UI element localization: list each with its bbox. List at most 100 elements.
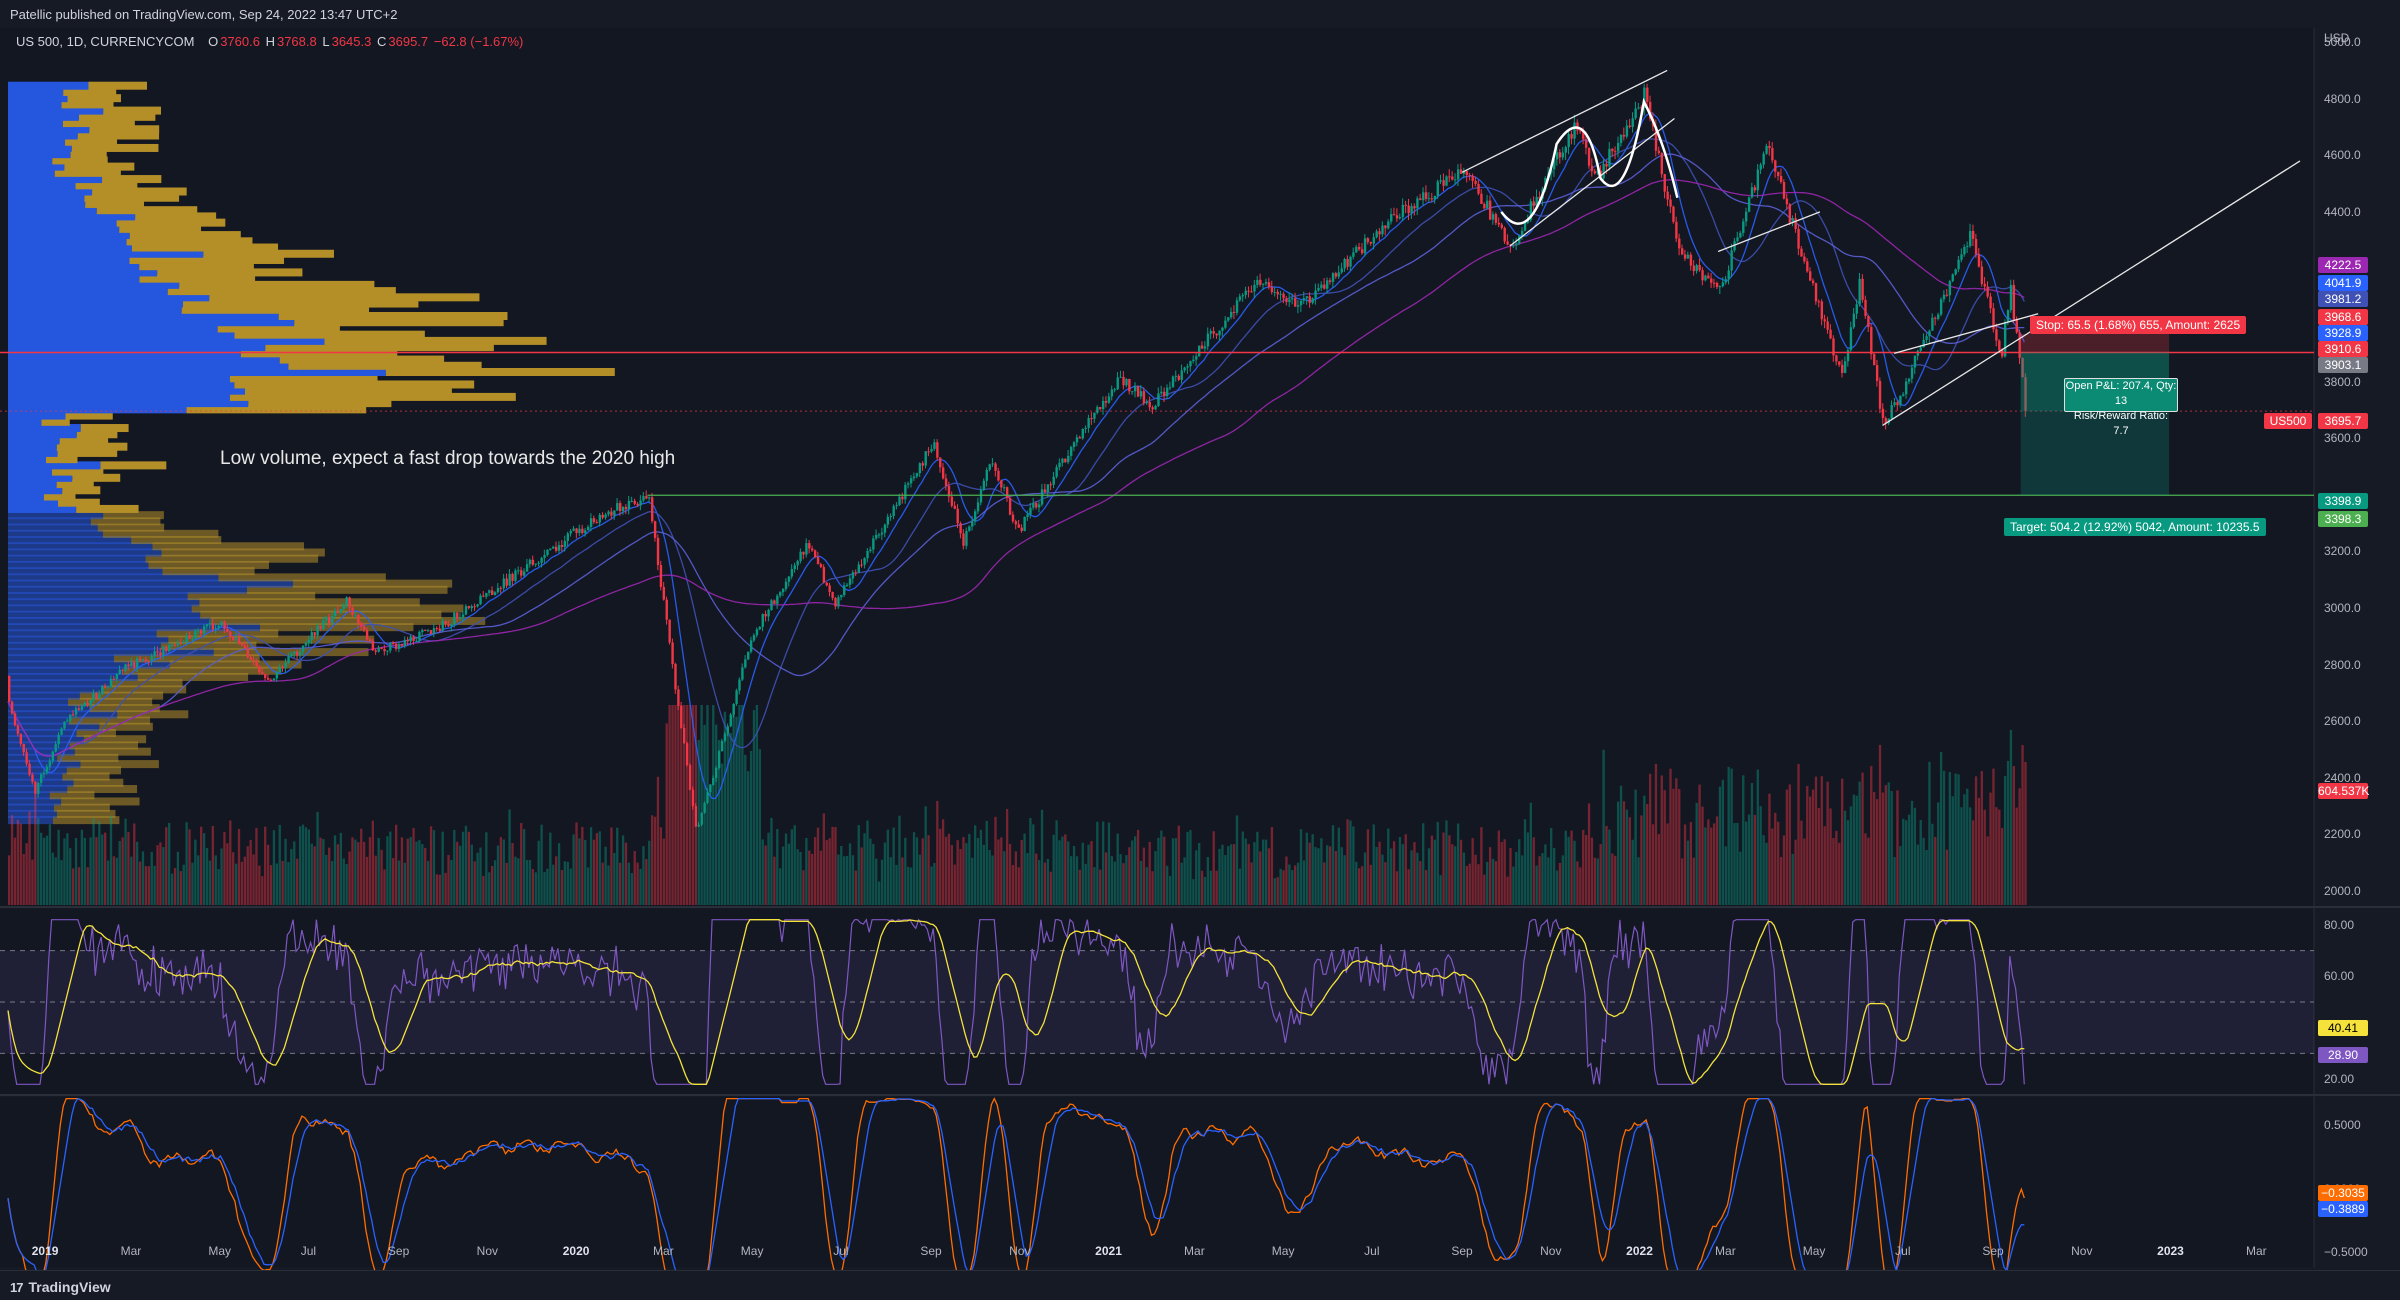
volume-bar: [1957, 774, 1960, 905]
candle-body: [1203, 346, 1207, 349]
candle-body: [604, 514, 607, 518]
volume-profile-bar-up: [8, 87, 64, 96]
volume-profile-bar-up: [8, 255, 130, 264]
volume-bar: [662, 838, 665, 905]
candle-body: [240, 643, 244, 646]
volume-bar: [528, 859, 532, 905]
volume-profile-bar-up: [8, 648, 214, 657]
volume-profile-bar-down: [56, 442, 128, 451]
candle-body: [1471, 175, 1474, 181]
candle-body: [1363, 238, 1367, 254]
candle-body: [2001, 350, 2004, 357]
volume-bar: [1756, 769, 1759, 905]
volume-profile-bar-down: [218, 573, 386, 582]
volume-profile-bar-up: [8, 641, 161, 650]
candle-body: [802, 551, 805, 555]
volume-bar: [944, 836, 948, 905]
volume-bar: [1983, 809, 1986, 905]
volume-bar: [168, 822, 171, 905]
high-value: 3768.8: [276, 34, 317, 49]
price-tick-label: 2800.0: [2324, 657, 2361, 672]
symbol-name[interactable]: US 500, 1D, CURRENCYCOM: [16, 34, 195, 49]
candle-body: [1250, 291, 1253, 293]
candle-body: [1058, 462, 1061, 468]
volume-bar: [1494, 861, 1498, 905]
candle-body: [1099, 407, 1102, 410]
volume-profile-bar-down: [199, 598, 420, 607]
bear-flag-line: [1717, 211, 1821, 253]
candle-body: [601, 514, 604, 518]
volume-profile-bar-down: [210, 616, 486, 625]
volume-bar: [1800, 820, 1803, 905]
low-label: L: [322, 34, 330, 49]
candle-body: [1928, 330, 1931, 337]
candle-body: [1468, 175, 1471, 177]
volume-bar: [31, 859, 34, 905]
volume-profile-bar-down: [116, 218, 226, 227]
time-axis-label: Jul: [1364, 1244, 1380, 1258]
volume-bar: [1890, 790, 1893, 905]
candle-body: [406, 639, 410, 642]
candle-body: [1934, 317, 1937, 319]
stop-zone: [2020, 333, 2170, 353]
volume-bar: [1052, 834, 1055, 905]
volume-profile-bar-up: [8, 287, 168, 296]
volume-profile-bar-down: [181, 305, 369, 314]
volume-note[interactable]: Low volume, expect a fast drop towards t…: [220, 448, 676, 469]
volume-bar: [1419, 861, 1422, 905]
volume-bar: [1937, 802, 1940, 905]
volume-bar: [261, 876, 264, 905]
volume-bar: [1506, 876, 1509, 905]
candle-body: [1715, 282, 1719, 288]
brand[interactable]: 17 TradingView: [10, 1279, 111, 1295]
volume-bar: [1101, 821, 1105, 905]
volume-bar: [441, 831, 444, 905]
candle-body: [1590, 165, 1594, 172]
candle-body: [1488, 200, 1492, 220]
volume-bar: [1346, 819, 1349, 905]
target-label[interactable]: Target: 504.2 (12.92%) 5042, Amount: 102…: [2004, 518, 2266, 536]
candle-body: [659, 565, 663, 587]
volume-bar: [589, 827, 593, 905]
stop-label[interactable]: Stop: 65.5 (1.68%) 655, Amount: 2625: [2030, 316, 2247, 334]
volume-bar: [962, 837, 965, 905]
candle-body: [1582, 131, 1585, 140]
volume-profile-bar-up: [8, 592, 188, 601]
volume-profile-bar-down: [79, 691, 164, 700]
volume-bar: [1317, 848, 1320, 905]
candle-body: [1721, 282, 1725, 287]
volume-bar: [1526, 832, 1530, 905]
volume-bar: [1797, 764, 1800, 905]
candle-body: [92, 693, 95, 701]
time-axis-label: May: [1802, 1244, 1826, 1258]
open-pnl-box[interactable]: Open P&L: 207.4, Qty: 13 Risk/Reward Rat…: [2064, 378, 2178, 437]
candle-body: [936, 442, 939, 458]
candle-body: [28, 763, 31, 775]
volume-profile-bar-down: [56, 809, 116, 818]
volume-bar: [1739, 851, 1742, 905]
candle-body: [365, 630, 369, 640]
volume-profile-bar-down: [56, 480, 94, 489]
candle-body: [1308, 296, 1311, 303]
volume-bar: [688, 705, 692, 905]
candle-body: [191, 638, 194, 640]
time-axis-label: Jul: [300, 1244, 317, 1258]
volume-bar: [1209, 870, 1212, 905]
symbol-legend[interactable]: US 500, 1D, CURRENCYCOM O 3760.6 H 3768.8 …: [16, 34, 525, 49]
volume-bar: [1244, 838, 1247, 905]
volume-bar: [1456, 823, 1460, 905]
volume-profile-bar-up: [8, 206, 97, 215]
volume-bar: [1602, 749, 1605, 905]
candle-body: [368, 639, 372, 642]
volume-bar: [604, 846, 607, 905]
volume-profile-bar-down: [103, 106, 161, 115]
candle-body: [857, 564, 860, 573]
candle-body: [2021, 357, 2024, 378]
volume-bar: [112, 856, 116, 905]
candle-body: [269, 679, 273, 681]
volume-bar: [1814, 776, 1818, 905]
volume-bar: [1614, 855, 1617, 905]
candle-body: [624, 507, 628, 510]
